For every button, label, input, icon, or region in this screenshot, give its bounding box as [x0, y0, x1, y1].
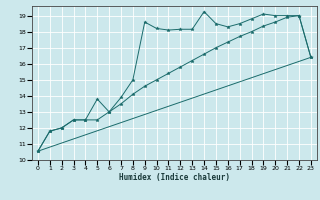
- X-axis label: Humidex (Indice chaleur): Humidex (Indice chaleur): [119, 173, 230, 182]
